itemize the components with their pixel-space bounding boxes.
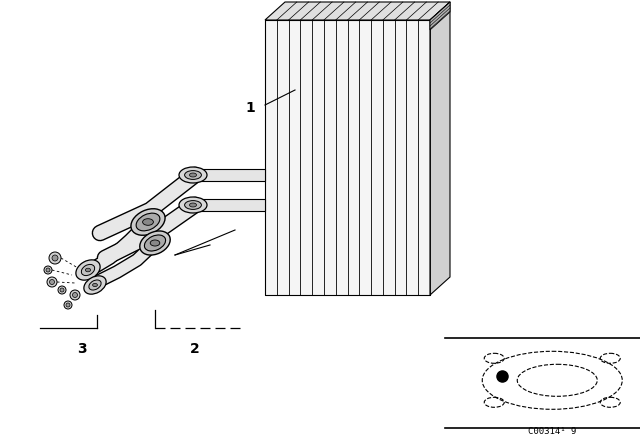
Ellipse shape bbox=[136, 213, 160, 231]
Text: 1: 1 bbox=[245, 101, 255, 115]
Ellipse shape bbox=[184, 201, 202, 209]
Circle shape bbox=[49, 252, 61, 264]
Text: 2: 2 bbox=[190, 342, 200, 356]
Text: C00314¹ 9: C00314¹ 9 bbox=[528, 427, 577, 436]
Circle shape bbox=[47, 277, 57, 287]
Ellipse shape bbox=[131, 209, 165, 235]
Circle shape bbox=[60, 288, 64, 292]
Circle shape bbox=[49, 280, 54, 284]
Circle shape bbox=[70, 290, 80, 300]
Circle shape bbox=[46, 268, 50, 272]
Ellipse shape bbox=[179, 167, 207, 183]
Ellipse shape bbox=[145, 235, 166, 251]
Circle shape bbox=[72, 293, 77, 297]
Ellipse shape bbox=[189, 173, 196, 177]
Ellipse shape bbox=[84, 276, 106, 294]
Ellipse shape bbox=[93, 284, 97, 287]
Circle shape bbox=[58, 286, 66, 294]
Ellipse shape bbox=[76, 260, 100, 280]
Circle shape bbox=[64, 301, 72, 309]
Ellipse shape bbox=[143, 219, 154, 225]
Circle shape bbox=[44, 266, 52, 274]
Polygon shape bbox=[430, 2, 450, 30]
Polygon shape bbox=[265, 2, 450, 20]
Ellipse shape bbox=[81, 264, 95, 276]
Polygon shape bbox=[195, 199, 265, 211]
Polygon shape bbox=[265, 20, 430, 295]
Ellipse shape bbox=[85, 268, 91, 272]
Text: 3: 3 bbox=[77, 342, 87, 356]
Ellipse shape bbox=[179, 197, 207, 213]
Ellipse shape bbox=[184, 171, 202, 179]
Ellipse shape bbox=[140, 231, 170, 255]
Ellipse shape bbox=[150, 240, 160, 246]
Circle shape bbox=[52, 255, 58, 261]
Ellipse shape bbox=[89, 280, 101, 290]
Circle shape bbox=[66, 303, 70, 307]
Polygon shape bbox=[430, 2, 450, 295]
Polygon shape bbox=[195, 169, 265, 181]
Ellipse shape bbox=[189, 203, 196, 207]
